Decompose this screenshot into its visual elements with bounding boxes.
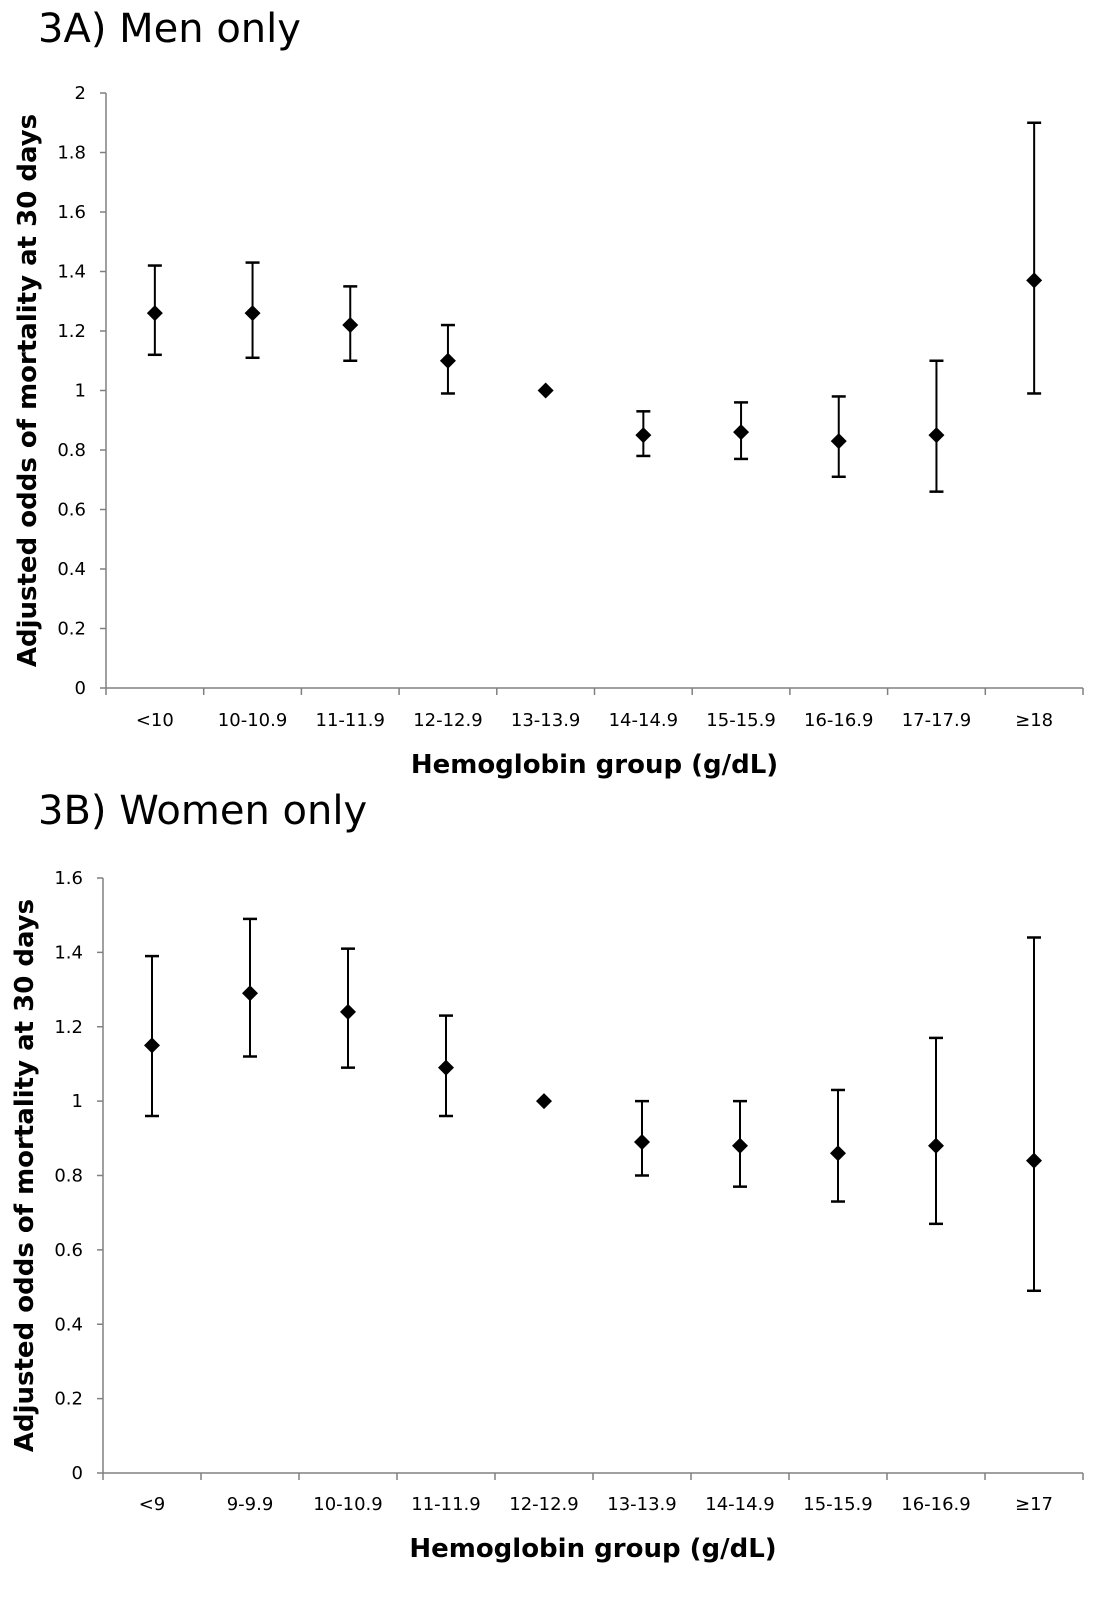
x-tick-label: 16-16.9 — [804, 710, 873, 731]
x-tick-label: 13-13.9 — [607, 1494, 676, 1515]
data-point-marker — [830, 1145, 846, 1162]
data-point-marker — [342, 317, 359, 334]
y-tick-label: 0.4 — [57, 559, 86, 580]
data-point-marker — [928, 427, 945, 444]
data-point-marker — [733, 424, 750, 441]
y-tick-label: 1 — [75, 381, 86, 402]
chart-men-only: 3A) Men only 0 0.2 0.4 0.6 0.8 1 1.2 1.4 1.6 1.8 2 <… — [13, 6, 1084, 780]
chart-women-only: 3B) Women only 0 0.2 0.4 0.6 0.8 1 1.2 1.4 1.6 <9 9… — [10, 788, 1084, 1564]
y-tick-label: 1.8 — [57, 143, 86, 164]
x-tick-label: 15-15.9 — [706, 710, 775, 731]
data-point-marker — [536, 1093, 552, 1110]
x-tick-label: <9 — [139, 1494, 166, 1515]
y-tick-label: 0.6 — [57, 500, 86, 521]
y-tick-label: 0.2 — [57, 619, 86, 640]
y-tick-label: 2 — [75, 83, 86, 104]
x-tick-label: 11-11.9 — [411, 1494, 480, 1515]
y-tick-label: 0.2 — [54, 1389, 83, 1410]
data-point-marker — [438, 1059, 454, 1076]
y-tick-label: 0.4 — [54, 1314, 83, 1335]
x-tick-label: 12-12.9 — [509, 1494, 578, 1515]
x-tick-label: 16-16.9 — [901, 1494, 970, 1515]
y-tick-label: 0 — [72, 1463, 83, 1484]
y-tick-label: 1 — [72, 1091, 83, 1112]
chart-title: 3A) Men only — [38, 6, 301, 52]
x-tick-label: 14-14.9 — [609, 710, 678, 731]
data-point-marker — [146, 305, 163, 322]
data-point-marker — [144, 1037, 160, 1054]
data-point-marker — [244, 305, 261, 322]
x-tick-label: 13-13.9 — [511, 710, 580, 731]
data-point-marker — [830, 433, 847, 450]
data-point-marker — [928, 1137, 944, 1154]
x-tick-label: ≥17 — [1015, 1494, 1053, 1515]
y-tick-label: 1.2 — [57, 321, 86, 342]
x-tick-label: 10-10.9 — [218, 710, 287, 731]
data-point-marker — [1026, 272, 1043, 289]
data-point-marker — [732, 1137, 748, 1154]
x-tick-label: 9-9.9 — [227, 1494, 274, 1515]
y-tick-label: 0.6 — [54, 1240, 83, 1261]
data-point-marker — [1026, 1152, 1042, 1169]
y-tick-label: 0 — [75, 678, 86, 699]
y-tick-label: 0.8 — [54, 1166, 83, 1187]
data-point-marker — [635, 427, 652, 444]
data-point-marker — [537, 382, 554, 399]
x-tick-label: 11-11.9 — [316, 710, 385, 731]
data-point-marker — [340, 1003, 356, 1020]
y-tick-label: 1.6 — [57, 202, 86, 223]
x-tick-label: 12-12.9 — [413, 710, 482, 731]
y-tick-label: 1.4 — [54, 942, 83, 963]
x-tick-label: 14-14.9 — [705, 1494, 774, 1515]
x-axis-title: Hemoglobin group (g/dL) — [409, 1534, 776, 1564]
y-tick-label: 0.8 — [57, 440, 86, 461]
data-point-marker — [634, 1134, 650, 1151]
x-tick-label: ≥18 — [1015, 710, 1053, 731]
data-point-marker — [439, 352, 456, 369]
y-tick-label: 1.2 — [54, 1017, 83, 1038]
y-axis-title: Adjusted odds of mortality at 30 days — [13, 114, 43, 667]
x-tick-label: 10-10.9 — [313, 1494, 382, 1515]
y-tick-label: 1.6 — [54, 868, 83, 889]
x-tick-label: 17-17.9 — [902, 710, 971, 731]
data-point-marker — [242, 985, 258, 1002]
y-axis-title: Adjusted odds of mortality at 30 days — [10, 899, 40, 1452]
x-tick-label: <10 — [136, 710, 174, 731]
y-tick-label: 1.4 — [57, 262, 86, 283]
x-tick-label: 15-15.9 — [803, 1494, 872, 1515]
x-axis-title: Hemoglobin group (g/dL) — [411, 750, 778, 780]
chart-title: 3B) Women only — [38, 788, 367, 834]
